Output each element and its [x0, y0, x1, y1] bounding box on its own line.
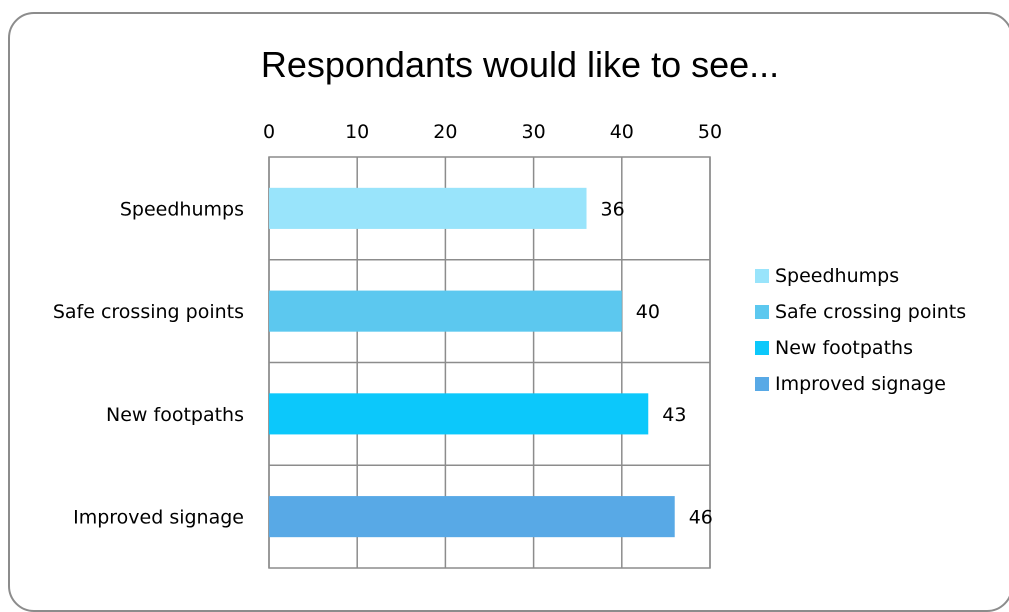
data-label: 40	[636, 301, 660, 323]
category-label: Safe crossing points	[53, 301, 244, 323]
chart-plot: 0 10 20 30 40 50 Speedhumps Safe crossing poin…	[53, 121, 722, 569]
data-label: 46	[689, 507, 713, 529]
legend-swatch	[755, 377, 769, 391]
x-tick-label: 30	[522, 121, 546, 143]
x-tick-label: 50	[698, 121, 722, 143]
bars	[269, 187, 675, 538]
legend-swatch	[755, 305, 769, 319]
legend: Speedhumps Safe crossing points New footpa…	[755, 258, 966, 402]
legend-item: New footpaths	[755, 330, 966, 366]
bar-safe-crossing-points	[269, 290, 622, 332]
legend-label: Safe crossing points	[775, 301, 967, 323]
legend-label: Speedhumps	[775, 265, 900, 287]
legend-item: Safe crossing points	[755, 294, 966, 330]
legend-item: Speedhumps	[755, 258, 966, 294]
data-label: 43	[662, 404, 686, 426]
legend-item: Improved signage	[755, 366, 966, 402]
chart-title: Respondants would like to see...	[260, 44, 780, 85]
x-tick-label: 40	[610, 121, 634, 143]
data-labels: 36 40 43 46	[601, 198, 713, 528]
category-label: New footpaths	[106, 404, 244, 426]
x-tick-label: 0	[263, 121, 275, 143]
bar-speedhumps	[269, 187, 587, 229]
x-tick-label: 20	[433, 121, 457, 143]
x-tick-labels: 0 10 20 30 40 50	[263, 121, 722, 143]
category-label: Speedhumps	[120, 198, 244, 220]
legend-label: New footpaths	[775, 337, 913, 359]
legend-swatch	[755, 341, 769, 355]
bar-improved-signage	[269, 496, 675, 538]
category-labels: Speedhumps Safe crossing points New footpa…	[53, 198, 244, 528]
category-label: Improved signage	[73, 507, 244, 529]
legend-label: Improved signage	[775, 373, 946, 395]
legend-swatch	[755, 269, 769, 283]
data-label: 36	[601, 198, 625, 220]
bar-new-footpaths	[269, 393, 649, 435]
x-tick-label: 10	[345, 121, 369, 143]
